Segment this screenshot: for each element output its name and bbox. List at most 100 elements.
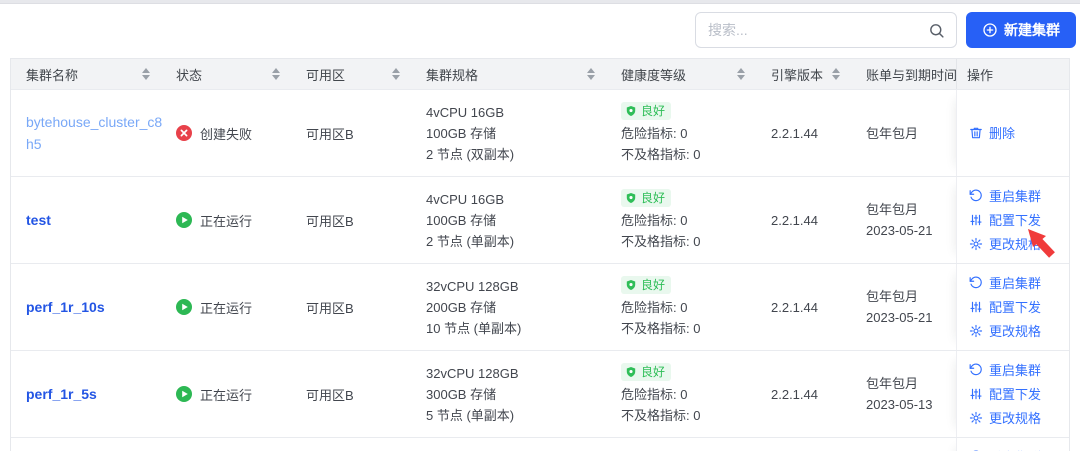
column-header-label: 操作	[967, 67, 994, 83]
health-metric-line: 危险指标: 0	[621, 386, 688, 402]
status-running-icon	[176, 212, 192, 228]
search-input[interactable]	[696, 22, 928, 38]
search-box[interactable]	[695, 12, 957, 48]
spec-line: 4vCPU 16GB	[426, 191, 505, 207]
spec-line: 2 节点 (单副本)	[426, 233, 515, 249]
spec-line: 5 节点 (单副本)	[426, 407, 515, 423]
cell-engine-version: 2.2.1.44	[771, 386, 818, 402]
cell-cluster-name: bytehouse_cluster_c8h5	[11, 111, 166, 155]
action-label: 重启集群	[989, 447, 1041, 451]
column-header-actions: 操作	[956, 59, 1069, 89]
action-restart-cluster[interactable]: 重启集群	[969, 360, 1065, 381]
restart-icon	[969, 363, 982, 376]
spec-line: 200GB 存储	[426, 299, 497, 315]
cluster-name-link[interactable]: perf_1r_5s	[26, 386, 97, 402]
table-row: 16vCPU 64GB良好重启集群配置下发更改规格	[11, 437, 1069, 451]
cell-actions: 重启集群配置下发更改规格	[956, 351, 1069, 437]
column-header-health[interactable]: 健康度等级	[611, 59, 761, 89]
health-metric-line: 不及格指标: 0	[621, 146, 701, 162]
spec-line: 100GB 存储	[426, 212, 497, 228]
cell-actions: 重启集群配置下发更改规格	[956, 177, 1069, 263]
cell-zone: 可用区B	[306, 213, 354, 229]
cluster-name-link[interactable]: bytehouse_cluster_c8h5	[26, 114, 163, 152]
action-label: 重启集群	[989, 275, 1042, 291]
status-label: 创建失败	[200, 126, 253, 142]
action-config-deploy[interactable]: 配置下发	[969, 210, 1065, 231]
column-header-billing: 账单与到期时间	[856, 59, 956, 89]
action-restart-cluster[interactable]: 重启集群	[969, 273, 1065, 294]
action-label: 更改规格	[989, 236, 1042, 252]
cell-health: 良好 危险指标: 0 不及格指标: 0	[611, 188, 761, 252]
sliders-icon	[970, 214, 982, 226]
status-label: 正在运行	[200, 300, 253, 316]
table-row: perf_1r_10s 正在运行 可用区B 32vCPU 128GB 200GB 存储 1…	[11, 263, 1069, 350]
cell-engine-version: 2.2.1.44	[771, 125, 818, 141]
action-change-spec[interactable]: 更改规格	[969, 234, 1065, 255]
action-delete[interactable]: 删除	[969, 123, 1065, 144]
column-header-name[interactable]: 集群名称	[11, 59, 166, 89]
cell-spec: 4vCPU 16GB 100GB 存储 2 节点 (单副本)	[416, 189, 611, 252]
health-shield-icon	[626, 366, 636, 377]
health-badge-label: 良好	[641, 277, 666, 292]
column-header-status[interactable]: 状态	[166, 59, 296, 89]
cell-billing: 包年包月 2023-05-21	[856, 199, 956, 241]
sliders-icon	[970, 301, 982, 313]
cluster-name-link[interactable]: test	[26, 212, 51, 228]
action-label: 配置下发	[989, 212, 1042, 228]
sort-icon[interactable]	[587, 68, 595, 80]
column-header-label: 引擎版本	[771, 67, 824, 83]
column-header-engine[interactable]: 引擎版本	[761, 59, 856, 89]
health-badge-label: 良好	[641, 364, 666, 379]
cluster-name-link[interactable]: perf_1r_10s	[26, 299, 105, 315]
health-shield-icon	[626, 279, 636, 290]
action-label: 更改规格	[989, 323, 1042, 339]
action-label: 配置下发	[989, 386, 1042, 402]
cell-cluster-name: perf_1r_5s	[11, 383, 166, 405]
column-header-spec[interactable]: 集群规格	[416, 59, 611, 89]
action-config-deploy[interactable]: 配置下发	[969, 297, 1065, 318]
cell-status: 正在运行	[166, 211, 296, 230]
action-label: 重启集群	[989, 188, 1042, 204]
spec-line: 32vCPU 128GB	[426, 278, 519, 294]
new-cluster-button[interactable]: 新建集群	[966, 12, 1076, 48]
action-restart-cluster[interactable]: 重启集群	[969, 447, 1065, 451]
health-badge-label: 良好	[641, 190, 666, 205]
billing-line: 包年包月	[866, 289, 919, 304]
column-header-label: 账单与到期时间	[866, 67, 956, 83]
column-header-zone[interactable]: 可用区	[296, 59, 416, 89]
billing-line: 包年包月	[866, 202, 919, 217]
cell-engine-version: 2.2.1.44	[771, 212, 818, 228]
health-badge: 良好	[621, 275, 672, 294]
health-metric-line: 危险指标: 0	[621, 212, 688, 228]
sort-icon[interactable]	[142, 68, 150, 80]
sort-icon[interactable]	[392, 68, 400, 80]
action-config-deploy[interactable]: 配置下发	[969, 384, 1065, 405]
column-header-label: 可用区	[306, 67, 346, 83]
cell-health: 良好 危险指标: 0 不及格指标: 0	[611, 275, 761, 339]
cell-actions: 重启集群配置下发更改规格	[956, 264, 1069, 350]
action-label: 更改规格	[989, 410, 1042, 426]
cell-spec: 32vCPU 128GB 200GB 存储 10 节点 (单副本)	[416, 276, 611, 339]
spec-line: 300GB 存储	[426, 386, 497, 402]
search-icon[interactable]	[928, 22, 945, 39]
top-divider	[0, 0, 1080, 4]
table-row: perf_1r_5s 正在运行 可用区B 32vCPU 128GB 300GB 存储 5 …	[11, 350, 1069, 437]
health-badge-label: 良好	[641, 103, 666, 118]
spec-line: 4vCPU 16GB	[426, 104, 505, 120]
health-metric-line: 危险指标: 0	[621, 125, 688, 141]
billing-line: 2023-05-21	[866, 310, 933, 325]
cell-actions: 删除	[956, 90, 1069, 176]
health-shield-icon	[626, 192, 636, 203]
action-change-spec[interactable]: 更改规格	[969, 408, 1065, 429]
sort-icon[interactable]	[832, 68, 840, 80]
action-restart-cluster[interactable]: 重启集群	[969, 186, 1065, 207]
cell-billing: 包年包月 2023-05-13	[856, 373, 956, 415]
health-badge: 良好	[621, 188, 672, 207]
sort-icon[interactable]	[737, 68, 745, 80]
sort-icon[interactable]	[272, 68, 280, 80]
cell-spec: 4vCPU 16GB 100GB 存储 2 节点 (双副本)	[416, 102, 611, 165]
health-badge: 良好	[621, 362, 672, 381]
action-change-spec[interactable]: 更改规格	[969, 321, 1065, 342]
